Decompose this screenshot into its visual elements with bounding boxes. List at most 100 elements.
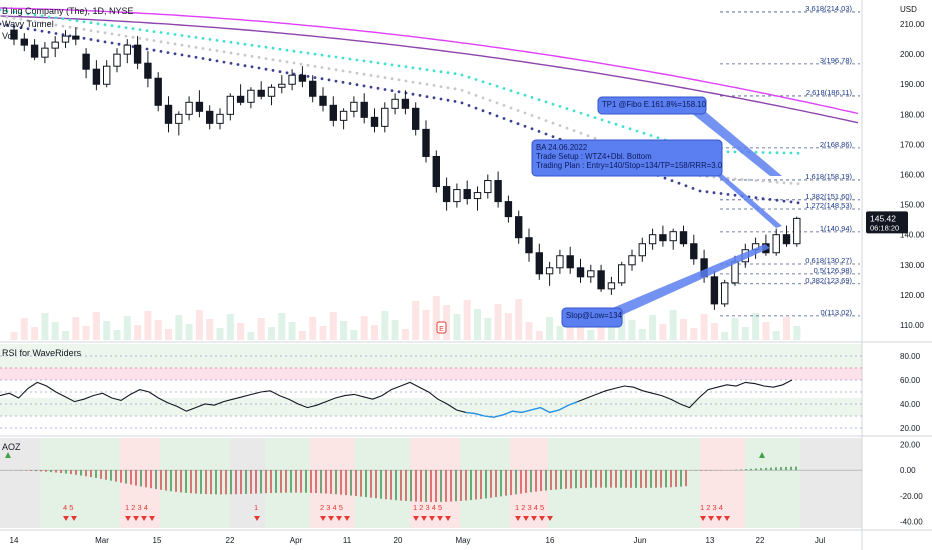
tunnel-dot-lower bbox=[425, 95, 429, 98]
volume-bar bbox=[649, 315, 657, 340]
fib-level-label: 1.272(148.53) bbox=[805, 201, 852, 210]
volume-bar bbox=[546, 317, 554, 340]
candle-body bbox=[442, 186, 451, 203]
tunnel-dot-upper bbox=[215, 39, 219, 42]
candle-body bbox=[82, 53, 90, 70]
tunnel-dot-mid bbox=[432, 84, 436, 87]
tunnel-dot-mid bbox=[26, 19, 30, 22]
candle-body bbox=[587, 270, 595, 278]
tunnel-dot-upper bbox=[362, 59, 366, 63]
tunnel-dot-lower bbox=[439, 97, 443, 101]
candle-body bbox=[463, 189, 471, 200]
tunnel-dot-lower bbox=[796, 201, 800, 205]
tunnel-dot-mid bbox=[236, 52, 240, 56]
tunnel-dot-upper bbox=[544, 100, 548, 104]
tunnel-dot-mid bbox=[152, 39, 156, 42]
tunnel-dot-lower bbox=[243, 64, 247, 68]
volume-bar bbox=[484, 318, 492, 340]
candle-body bbox=[659, 234, 667, 242]
tunnel-dot-lower bbox=[264, 67, 268, 71]
candle-body bbox=[113, 53, 121, 67]
tunnel-dot-mid bbox=[789, 181, 793, 185]
tp-callout-text: TP1 @Fibo E.161.8%=158.10 bbox=[602, 100, 707, 109]
tunnel-dot-lower bbox=[117, 42, 121, 46]
candle-body bbox=[721, 282, 729, 305]
setup-callout-pointer bbox=[715, 174, 782, 228]
tunnel-dot-lower bbox=[334, 79, 338, 83]
tunnel-dot-upper bbox=[607, 120, 611, 124]
tunnel-dot-upper bbox=[348, 57, 352, 61]
tunnel-dot-mid bbox=[271, 58, 275, 62]
aoz-signal-arrow bbox=[539, 516, 545, 521]
volume-bar bbox=[381, 311, 389, 340]
tunnel-dot-mid bbox=[467, 91, 471, 95]
tunnel-dot-upper bbox=[495, 84, 499, 88]
candle-body bbox=[288, 74, 296, 85]
tunnel-dot-lower bbox=[537, 130, 541, 133]
tunnel-dot-upper bbox=[194, 36, 198, 39]
tunnel-dot-lower bbox=[761, 197, 765, 201]
volume-bar bbox=[247, 332, 255, 340]
volume-bar bbox=[556, 326, 564, 340]
rsi-legend[interactable]: RSI for WaveRiders bbox=[2, 348, 82, 358]
tunnel-dot-upper bbox=[509, 89, 513, 93]
volume-bar bbox=[731, 318, 739, 340]
tunnel-dot-lower bbox=[677, 181, 681, 185]
tunnel-dot-lower bbox=[0, 22, 2, 26]
tunnel-dot-mid bbox=[306, 63, 310, 67]
time-axis-tick: 14 bbox=[10, 536, 19, 545]
tunnel-dot-mid bbox=[145, 38, 149, 41]
tunnel-dot-mid bbox=[33, 20, 37, 23]
candle-body bbox=[494, 180, 502, 203]
tunnel-dot-upper bbox=[327, 54, 331, 58]
volume-bar bbox=[752, 313, 760, 340]
candle-body bbox=[103, 65, 111, 85]
symbol-legend[interactable]: B ing Company (The), 1D, NYSE bbox=[2, 6, 134, 16]
tunnel-dot-mid bbox=[5, 15, 9, 19]
tunnel-dot-lower bbox=[467, 104, 471, 107]
tunnel-dot-mid bbox=[327, 67, 331, 70]
candle-body bbox=[10, 29, 18, 40]
time-axis-tick: 11 bbox=[343, 536, 352, 545]
volume-bar bbox=[226, 314, 234, 340]
tunnel-dot-mid bbox=[460, 88, 464, 92]
candle-body bbox=[690, 243, 698, 260]
tunnel-dot-upper bbox=[565, 107, 569, 110]
tunnel-dot-upper bbox=[33, 13, 37, 17]
aoz-legend[interactable]: AOZ bbox=[2, 442, 21, 452]
tunnel-dot-lower bbox=[719, 192, 723, 195]
volume-bar bbox=[134, 325, 142, 340]
tunnel-dot-lower bbox=[306, 75, 310, 78]
tunnel-dot-upper bbox=[369, 60, 373, 64]
candle-body bbox=[267, 86, 276, 97]
setup-callout-text: Trading Plan : Entry=140/Stop=134/TP=158… bbox=[536, 161, 723, 170]
tunnel-dot-upper bbox=[208, 38, 212, 41]
volume-legend[interactable]: Vol bbox=[2, 31, 15, 41]
tunnel-dot-upper bbox=[40, 14, 44, 18]
volume-bar bbox=[700, 314, 708, 340]
candle-body bbox=[772, 234, 780, 254]
candle-body bbox=[648, 234, 657, 245]
fib-level-label: 1(140.94) bbox=[820, 224, 853, 233]
tunnel-dot-lower bbox=[383, 88, 387, 91]
tunnel-dot-lower bbox=[698, 189, 702, 193]
candle-body bbox=[515, 216, 523, 239]
volume-bar bbox=[350, 330, 358, 340]
aoz-zone bbox=[160, 438, 230, 528]
tunnel-dot-upper bbox=[229, 40, 233, 44]
aoz-signal-arrow bbox=[523, 516, 529, 521]
tunnel-dot-upper bbox=[726, 150, 730, 154]
price-axis-tick: 180.00 bbox=[900, 110, 925, 119]
price-axis-tick: 150.00 bbox=[900, 201, 925, 210]
tunnel-dot-mid bbox=[292, 61, 296, 65]
wavy-tunnel-legend[interactable]: Wavy Tunnel bbox=[2, 19, 54, 29]
candle-body bbox=[669, 231, 677, 242]
tunnel-dot-lower bbox=[530, 127, 534, 131]
tunnel-dot-lower bbox=[775, 198, 779, 202]
tunnel-dot-lower bbox=[173, 52, 177, 56]
tunnel-dot-mid bbox=[334, 68, 338, 72]
tunnel-dot-mid bbox=[509, 106, 513, 110]
time-axis-tick: 20 bbox=[394, 536, 403, 545]
volume-bar bbox=[257, 318, 265, 340]
tunnel-dot-lower bbox=[96, 39, 100, 43]
